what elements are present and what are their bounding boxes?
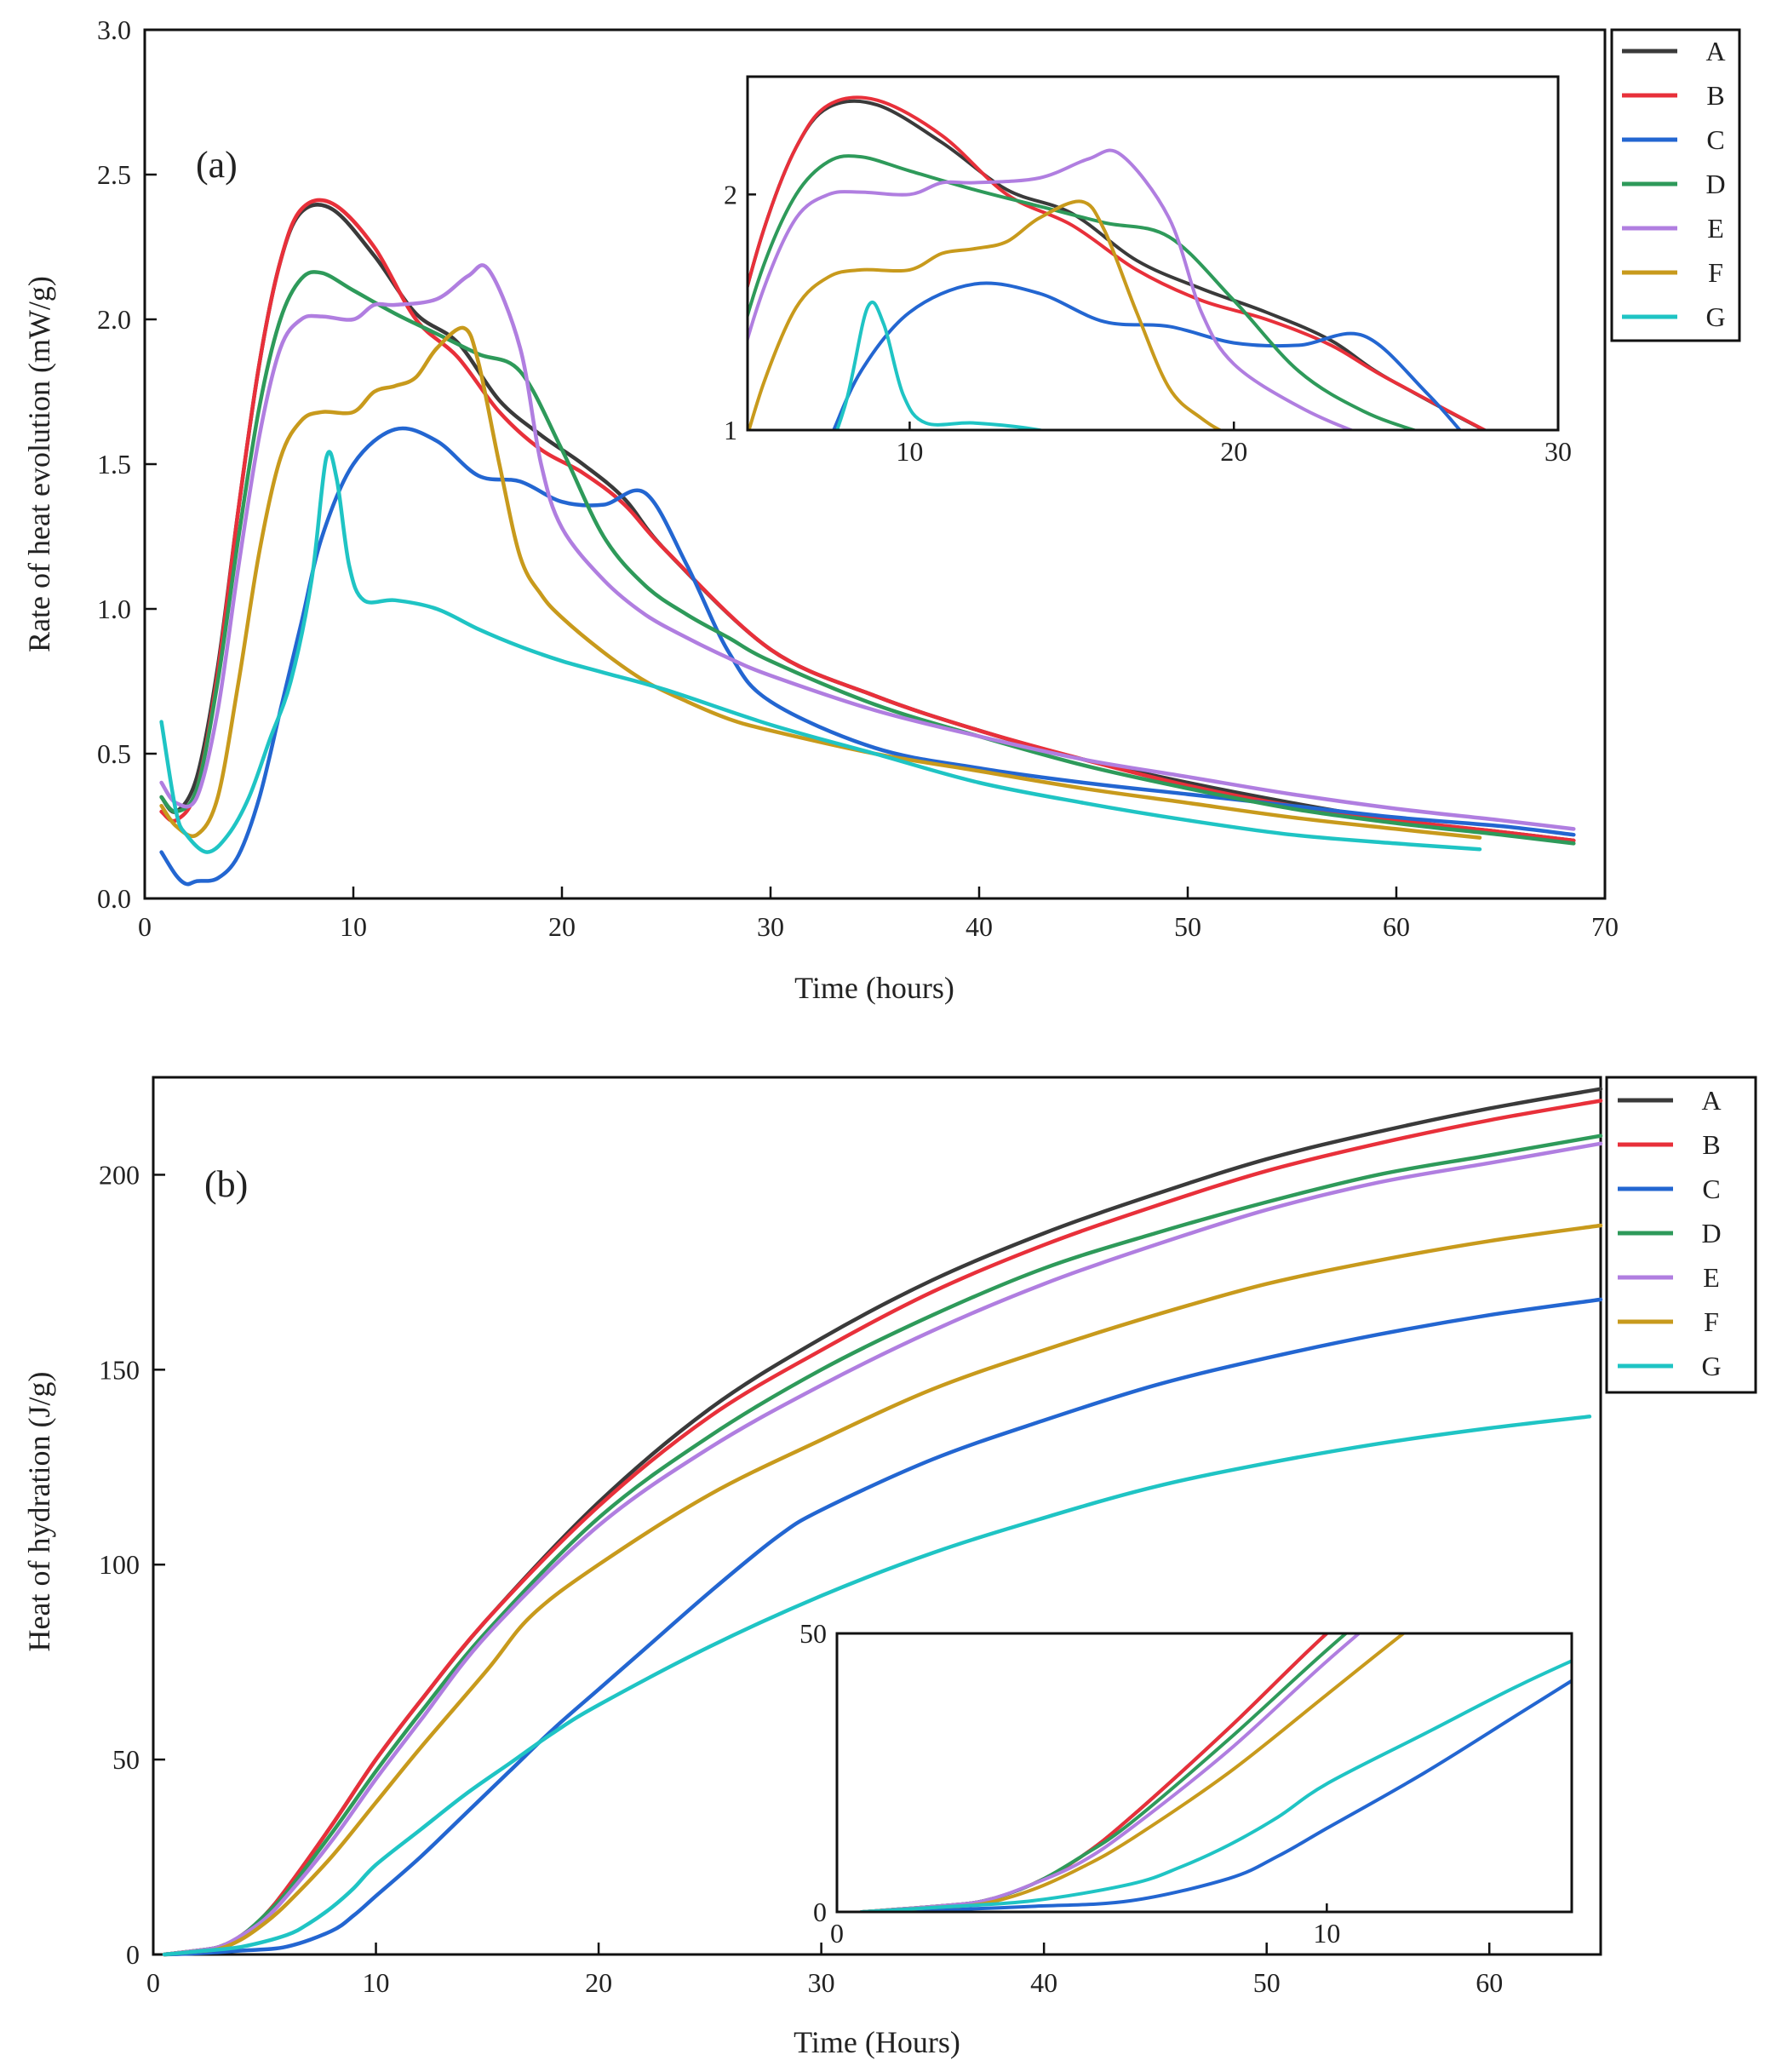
panel-a-inset-series-f: [748, 199, 1223, 430]
panel-b-x-tick-label: 30: [808, 1967, 835, 1998]
panel-a-inset-series-b: [748, 95, 1489, 430]
panel-a-x-axis-title: Time (hours): [794, 971, 954, 1005]
panel-a-series-c: [159, 426, 1576, 887]
panel-a-legend-label-a: A: [1705, 36, 1725, 66]
panel-b-y-tick-label: 200: [99, 1159, 140, 1190]
panel-a-y-axis-title: Rate of heat evolution (mW/g): [22, 276, 56, 652]
panel-a-axis-ticks: 0 10 20 30 40 50 60 70 0.0 0.5 1.0 1.5 2.0 2.5 3.0: [97, 14, 1619, 942]
panel-a-legend-label-b: B: [1706, 80, 1724, 111]
panel-b-inset-series-group: [859, 1633, 1572, 1912]
panel-a-legend-label-c: C: [1706, 124, 1724, 155]
panel-a-y-tick-label: 2.0: [97, 304, 131, 335]
panel-a-x-tick-label: 30: [757, 911, 784, 942]
panel-b-series-e: [162, 1141, 1603, 1957]
panel-b-inset-x-tick-label: 10: [1313, 1918, 1340, 1949]
panel-a-inset-y-tick-label: 2: [724, 179, 737, 209]
panel-a-inset-series-e: [748, 148, 1356, 430]
panel-a-inset-x-tick-label: 20: [1220, 436, 1247, 467]
panel-b-legend-label-g: G: [1701, 1351, 1721, 1381]
panel-a-series-f: [159, 325, 1482, 840]
panel-a-legend-label-e: E: [1707, 213, 1724, 244]
panel-b-series-f: [162, 1223, 1603, 1957]
panel-a-inset-ticks: 10 20 30 1 2: [724, 179, 1572, 467]
panel-b-legend-label-a: A: [1701, 1085, 1721, 1116]
panel-b-y-tick-label: 50: [112, 1744, 140, 1775]
panel-a-y-tick-label: 3.0: [97, 14, 131, 45]
panel-b-series-group: [162, 1087, 1603, 1957]
panel-a-inset-x-tick-label: 10: [896, 436, 923, 467]
panel-a-x-tick-label: 60: [1383, 911, 1410, 942]
panel-b-legend-label-b: B: [1702, 1129, 1720, 1160]
panel-b-legend-label-d: D: [1701, 1218, 1721, 1248]
panel-a-inset-y-tick-label: 1: [724, 415, 737, 445]
panel-a-x-tick-label: 70: [1591, 911, 1619, 942]
panel-a-series-e: [159, 263, 1576, 831]
panel-a-y-tick-label: 1.0: [97, 594, 131, 624]
panel-a-series-d: [159, 270, 1576, 846]
panel-b-x-tick-label: 10: [363, 1967, 390, 1998]
panel-a-x-tick-label: 10: [340, 911, 367, 942]
panel-b-y-tick-label: 100: [99, 1549, 140, 1580]
panel-b-legend-label-c: C: [1702, 1174, 1720, 1204]
panel-a-inset-series-g: [835, 300, 1048, 430]
panel-b-inset-x-tick-label: 0: [830, 1918, 844, 1949]
panel-a-inset-frame: [746, 75, 1560, 432]
panel-a-legend-label-g: G: [1705, 301, 1725, 332]
panel-a-inset-series-d: [748, 154, 1420, 430]
panel-b-y-axis-title: Heat of hydration (J/g): [22, 1372, 56, 1652]
panel-b-inset-series-f: [859, 1633, 1407, 1912]
panel-a-series-g: [159, 450, 1482, 854]
panel-a-y-tick-label: 1.5: [97, 449, 131, 479]
panel-b-legend-label-f: F: [1704, 1306, 1719, 1337]
panel-b-series-d: [162, 1134, 1603, 1957]
panel-b-legend-label-e: E: [1703, 1262, 1720, 1293]
panel-a-legend-label-d: D: [1705, 169, 1725, 199]
panel-b-inset-series-c: [859, 1679, 1572, 1912]
panel-a-y-tick-label: 0.5: [97, 738, 131, 769]
panel-a-y-tick-label: 2.5: [97, 159, 131, 190]
panel-b-inset-y-tick-label: 50: [799, 1618, 827, 1649]
panel-a-inset-x-tick-label: 30: [1544, 436, 1572, 467]
panel-b-inset-border: [835, 1632, 1573, 1914]
panel-b-inset-series-e: [859, 1633, 1362, 1912]
panel-b-x-tick-label: 50: [1253, 1967, 1281, 1998]
panel-b-y-tick-label: 0: [126, 1939, 140, 1970]
panel-a-chart: (a) Time (hours) Rate of heat evolution …: [22, 14, 1741, 1005]
panel-a-inset-series-c: [832, 281, 1463, 430]
panel-b-x-tick-label: 60: [1476, 1967, 1503, 1998]
panel-a-legend-label-f: F: [1708, 257, 1723, 288]
panel-a-y-tick-label: 0.0: [97, 883, 131, 914]
panel-b-x-axis-title: Time (Hours): [794, 2025, 960, 2059]
panel-a-x-tick-label: 0: [138, 911, 152, 942]
panel-a-x-tick-label: 40: [966, 911, 993, 942]
panel-b-series-c: [162, 1297, 1603, 1957]
panel-b-x-tick-label: 0: [146, 1967, 160, 1998]
panel-a-series-b: [159, 198, 1576, 843]
panel-a-x-tick-label: 50: [1174, 911, 1201, 942]
panel-b-plot-frame: [152, 1076, 1602, 1956]
panel-a-label: (a): [196, 144, 238, 186]
panel-b-inset-series-g: [859, 1659, 1572, 1912]
panel-a-x-tick-label: 20: [548, 911, 576, 942]
panel-b-label: (b): [204, 1163, 248, 1205]
panel-b-chart: (b) Time (Hours) Heat of hydration (J/g)…: [22, 1076, 1757, 2059]
panel-b-x-tick-label: 40: [1030, 1967, 1057, 1998]
panel-b-x-tick-label: 20: [585, 1967, 612, 1998]
panel-a-inset-series-group: [748, 95, 1489, 430]
panel-b-inset-ticks: 0 10 0 50: [799, 1618, 1340, 1949]
panel-a-series-group: [159, 198, 1576, 887]
panel-b-series-g: [162, 1415, 1592, 1957]
panel-a-inset-border: [746, 75, 1560, 432]
panel-b-y-tick-label: 150: [99, 1354, 140, 1385]
panel-b-inset-y-tick-label: 0: [813, 1897, 827, 1927]
